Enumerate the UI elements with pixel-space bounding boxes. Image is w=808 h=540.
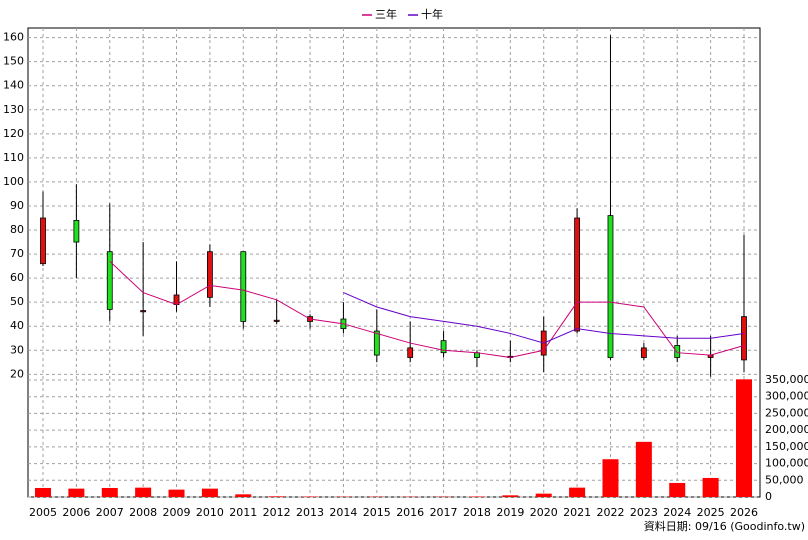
volume-bar xyxy=(101,487,118,497)
y2-tick-label: 150,000 xyxy=(765,440,808,453)
candle-body xyxy=(73,220,80,243)
candle-body xyxy=(40,217,46,265)
x-tick-label: 2022 xyxy=(596,506,624,519)
volume-bar xyxy=(302,496,319,497)
volume-bar xyxy=(635,441,652,497)
footnote: 資料日期: 09/16 (Goodinfo.tw) xyxy=(644,519,805,533)
y-tick-label: 130 xyxy=(3,103,24,116)
volume-bar xyxy=(135,487,152,497)
candle-body xyxy=(574,217,580,332)
legend-label: 三年 xyxy=(375,7,397,21)
y2-tick-label: 0 xyxy=(765,490,772,503)
x-tick-label: 2025 xyxy=(697,506,725,519)
line-series xyxy=(109,260,745,359)
x-tick-label: 2012 xyxy=(263,506,291,519)
candle-body xyxy=(240,251,247,322)
volume-bar xyxy=(235,494,252,497)
y-tick-label: 70 xyxy=(10,247,24,260)
volume-bar xyxy=(468,496,485,497)
y-tick-label: 50 xyxy=(10,295,24,308)
y-tick-label: 140 xyxy=(3,79,24,92)
y-tick-label: 100 xyxy=(3,175,24,188)
volume-bar xyxy=(569,487,586,497)
volume-bar xyxy=(602,459,619,497)
y-tick-label: 120 xyxy=(3,127,24,140)
volume-bar xyxy=(35,487,51,497)
volume-bar xyxy=(736,379,752,497)
x-tick-label: 2023 xyxy=(630,506,658,519)
x-tick-label: 2015 xyxy=(363,506,391,519)
candle-body xyxy=(273,319,280,322)
y2-tick-label: 50,000 xyxy=(765,473,804,486)
candle-body xyxy=(607,215,614,358)
candle-body xyxy=(106,251,113,310)
x-tick-label: 2024 xyxy=(663,506,691,519)
x-tick-label: 2019 xyxy=(496,506,524,519)
x-tick-label: 2021 xyxy=(563,506,591,519)
y-tick-label: 80 xyxy=(10,223,24,236)
x-tick-label: 2005 xyxy=(29,506,57,519)
x-tick-label: 2020 xyxy=(530,506,558,519)
x-tick-label: 2008 xyxy=(129,506,157,519)
candle-body xyxy=(207,251,213,298)
candle-body xyxy=(373,330,380,356)
candle-body xyxy=(407,347,414,358)
y2-tick-label: 350,000 xyxy=(765,373,808,386)
y-tick-label: 40 xyxy=(10,319,24,332)
y-tick-label: 160 xyxy=(3,31,24,44)
y-tick-label: 60 xyxy=(10,271,24,284)
x-tick-label: 2006 xyxy=(62,506,90,519)
volume-bar xyxy=(669,482,686,497)
y-tick-label: 20 xyxy=(10,367,24,380)
x-tick-label: 2010 xyxy=(196,506,224,519)
candle-body xyxy=(741,316,747,361)
volume-bar xyxy=(201,488,218,497)
y2-tick-label: 300,000 xyxy=(765,390,808,403)
y-tick-label: 90 xyxy=(10,199,24,212)
y-tick-label: 110 xyxy=(3,151,24,164)
y-tick-label: 30 xyxy=(10,343,24,356)
line-series xyxy=(343,292,745,344)
volume-bar xyxy=(68,488,85,497)
x-tick-label: 2014 xyxy=(329,506,357,519)
x-tick-label: 2016 xyxy=(396,506,424,519)
legend-label: 十年 xyxy=(421,7,443,21)
candle-body xyxy=(640,347,647,358)
x-tick-label: 2017 xyxy=(430,506,458,519)
volume-bar xyxy=(535,493,552,497)
x-tick-label: 2026 xyxy=(730,506,758,519)
candle-body xyxy=(140,310,147,313)
x-tick-label: 2018 xyxy=(463,506,491,519)
y2-tick-label: 250,000 xyxy=(765,406,808,419)
volume-bar xyxy=(268,496,285,497)
x-tick-label: 2009 xyxy=(163,506,191,519)
x-tick-label: 2011 xyxy=(229,506,257,519)
candle-body xyxy=(440,340,447,354)
candle-body xyxy=(674,345,681,358)
volume-bar xyxy=(702,477,719,497)
volume-bar xyxy=(168,489,185,497)
volume-bar xyxy=(502,495,519,497)
y2-tick-label: 200,000 xyxy=(765,423,808,436)
y2-tick-label: 100,000 xyxy=(765,457,808,470)
x-tick-label: 2007 xyxy=(96,506,124,519)
plot-frame xyxy=(27,27,761,498)
y-tick-label: 150 xyxy=(3,55,24,68)
x-tick-label: 2013 xyxy=(296,506,324,519)
